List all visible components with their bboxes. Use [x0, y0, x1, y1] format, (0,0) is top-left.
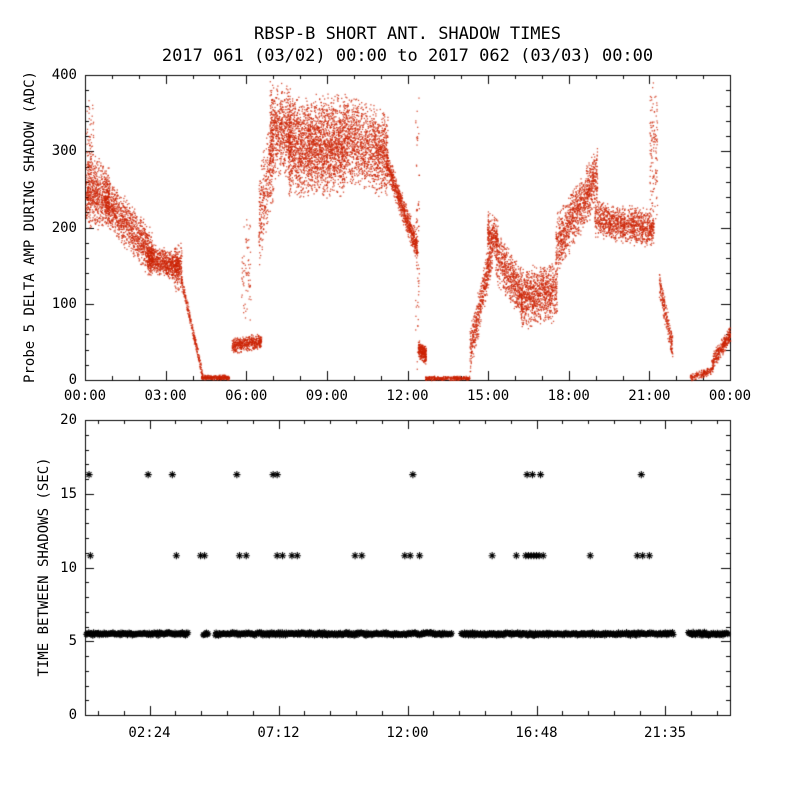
- y-tick-label: 200: [51, 219, 77, 236]
- y-tick-label: 100: [51, 295, 77, 312]
- x-tick-label: 07:12: [257, 725, 300, 741]
- chart-subtitle: 2017 061 (03/02) 00:00 to 2017 062 (03/0…: [161, 46, 654, 66]
- x-tick-label: 03:00: [144, 388, 187, 404]
- y-tick-label: 0: [68, 707, 77, 723]
- y-tick-label: 0: [68, 372, 77, 388]
- x-tick-label: 00:00: [63, 388, 107, 404]
- x-tick-label: 15:00: [467, 388, 510, 404]
- x-tick-label: 18:00: [547, 388, 590, 404]
- x-tick-label: 12:00: [386, 725, 429, 741]
- chart-title: RBSP-B SHORT ANT. SHADOW TIMES: [253, 24, 562, 44]
- y-tick-label: 400: [51, 67, 77, 83]
- x-tick-label: 21:00: [628, 388, 671, 404]
- y-tick-label: 10: [60, 559, 77, 576]
- x-tick-label: 02:24: [128, 725, 171, 741]
- y-tick-label: 5: [68, 633, 77, 650]
- x-tick-label: 00:00: [708, 388, 752, 404]
- y-tick-label: 300: [51, 143, 77, 160]
- x-tick-label: 16:48: [515, 725, 558, 741]
- x-tick-label: 21:35: [643, 725, 687, 741]
- x-tick-label: 12:00: [386, 388, 429, 404]
- x-tick-label: 09:00: [305, 388, 348, 404]
- y-tick-label: 20: [60, 412, 77, 428]
- x-tick-label: 06:00: [225, 388, 268, 404]
- y-tick-label: 15: [60, 485, 77, 502]
